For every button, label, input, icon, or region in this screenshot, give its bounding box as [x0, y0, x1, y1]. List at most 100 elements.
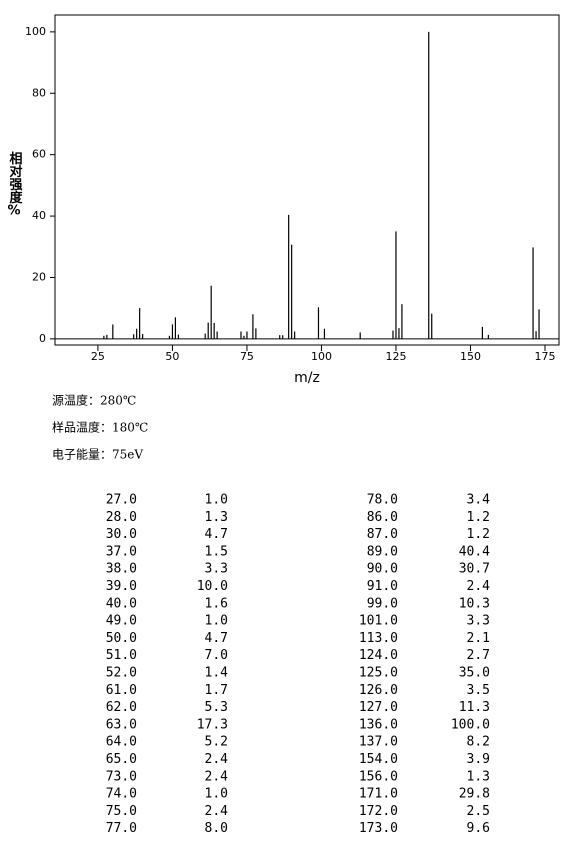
- table-cell: 100.0: [451, 717, 490, 732]
- x-axis-label: m/z: [294, 370, 320, 386]
- table-cell: 64.0: [106, 735, 137, 750]
- table-cell: 1.7: [205, 683, 228, 698]
- table-cell: 40.0: [106, 596, 137, 611]
- table-cell: 1.0: [205, 493, 228, 508]
- x-tick-label: 75: [240, 350, 254, 363]
- table-cell: 101.0: [359, 614, 398, 629]
- table-cell: 113.0: [359, 631, 398, 646]
- table-cell: 1.0: [205, 787, 228, 802]
- table-cell: 126.0: [359, 683, 398, 698]
- info-line: 电子能量：75eV: [52, 448, 143, 462]
- table-cell: 35.0: [459, 666, 490, 681]
- table-cell: 3.4: [467, 493, 491, 508]
- x-tick-label: 100: [311, 350, 332, 363]
- table-cell: 10.0: [197, 579, 228, 594]
- y-tick-label: 40: [32, 209, 46, 222]
- table-cell: 2.4: [205, 769, 229, 784]
- table-cell: 89.0: [367, 544, 398, 559]
- table-cell: 1.2: [467, 510, 490, 525]
- table-cell: 1.0: [205, 614, 228, 629]
- table-cell: 51.0: [106, 648, 137, 663]
- table-cell: 1.3: [205, 510, 228, 525]
- table-cell: 3.9: [467, 752, 490, 767]
- table-cell: 2.5: [467, 804, 490, 819]
- table-cell: 39.0: [106, 579, 137, 594]
- table-cell: 73.0: [106, 769, 137, 784]
- info-line: 样品温度：180℃: [52, 420, 148, 435]
- table-cell: 30.0: [106, 527, 137, 542]
- table-cell: 9.6: [467, 821, 490, 836]
- table-cell: 17.3: [197, 717, 228, 732]
- table-cell: 91.0: [367, 579, 398, 594]
- table-cell: 5.2: [205, 735, 228, 750]
- table-cell: 74.0: [106, 787, 137, 802]
- table-cell: 99.0: [367, 596, 398, 611]
- y-tick-label: 60: [32, 148, 46, 161]
- table-cell: 27.0: [106, 493, 137, 508]
- y-tick-label: 0: [39, 332, 46, 345]
- table-cell: 8.2: [467, 735, 490, 750]
- table-cell: 49.0: [106, 614, 137, 629]
- table-cell: 50.0: [106, 631, 137, 646]
- table-cell: 3.3: [467, 614, 490, 629]
- table-cell: 61.0: [106, 683, 137, 698]
- table-cell: 78.0: [367, 493, 398, 508]
- table-cell: 137.0: [359, 735, 398, 750]
- table-cell: 2.7: [467, 648, 490, 663]
- table-cell: 127.0: [359, 700, 398, 715]
- table-cell: 10.3: [459, 596, 490, 611]
- table-cell: 87.0: [367, 527, 398, 542]
- table-cell: 37.0: [106, 544, 137, 559]
- table-cell: 2.4: [205, 804, 229, 819]
- table-cell: 90.0: [367, 562, 398, 577]
- y-axis-label: 相对强度%: [7, 151, 23, 219]
- table-cell: 11.3: [459, 700, 490, 715]
- table-cell: 2.4: [205, 752, 229, 767]
- table-cell: 29.8: [459, 787, 490, 802]
- table-cell: 52.0: [106, 666, 137, 681]
- table-cell: 125.0: [359, 666, 398, 681]
- table-cell: 28.0: [106, 510, 137, 525]
- plot-frame: [54, 14, 560, 346]
- table-cell: 1.5: [205, 544, 228, 559]
- y-tick-label: 100: [25, 25, 46, 38]
- table-cell: 8.0: [205, 821, 228, 836]
- table-cell: 3.3: [205, 562, 228, 577]
- table-cell: 75.0: [106, 804, 137, 819]
- table-cell: 65.0: [106, 752, 137, 767]
- table-cell: 2.1: [467, 631, 490, 646]
- x-tick-label: 175: [534, 350, 555, 363]
- table-cell: 40.4: [459, 544, 490, 559]
- table-cell: 30.7: [459, 562, 490, 577]
- table-cell: 7.0: [205, 648, 228, 663]
- table-cell: 1.3: [467, 769, 490, 784]
- info-line: 源温度：280℃: [52, 393, 136, 408]
- table-cell: 5.3: [205, 700, 228, 715]
- table-cell: 63.0: [106, 717, 137, 732]
- table-cell: 172.0: [359, 804, 398, 819]
- table-cell: 136.0: [359, 717, 398, 732]
- y-tick-label: 80: [32, 86, 46, 99]
- table-cell: 77.0: [106, 821, 137, 836]
- x-tick-label: 125: [385, 350, 406, 363]
- table-cell: 173.0: [359, 821, 398, 836]
- table-cell: 38.0: [106, 562, 137, 577]
- x-tick-label: 25: [91, 350, 105, 363]
- table-cell: 62.0: [106, 700, 137, 715]
- table-cell: 4.7: [205, 631, 228, 646]
- x-tick-label: 150: [460, 350, 481, 363]
- y-tick-label: 20: [32, 270, 46, 283]
- table-cell: 86.0: [367, 510, 398, 525]
- table-cell: 1.6: [205, 596, 228, 611]
- table-cell: 124.0: [359, 648, 398, 663]
- table-cell: 156.0: [359, 769, 398, 784]
- table-cell: 2.4: [467, 579, 491, 594]
- table-cell: 171.0: [359, 787, 398, 802]
- table-cell: 154.0: [359, 752, 398, 767]
- table-cell: 4.7: [205, 527, 228, 542]
- table-cell: 1.4: [205, 666, 229, 681]
- x-tick-label: 50: [165, 350, 179, 363]
- table-cell: 3.5: [467, 683, 490, 698]
- table-cell: 1.2: [467, 527, 490, 542]
